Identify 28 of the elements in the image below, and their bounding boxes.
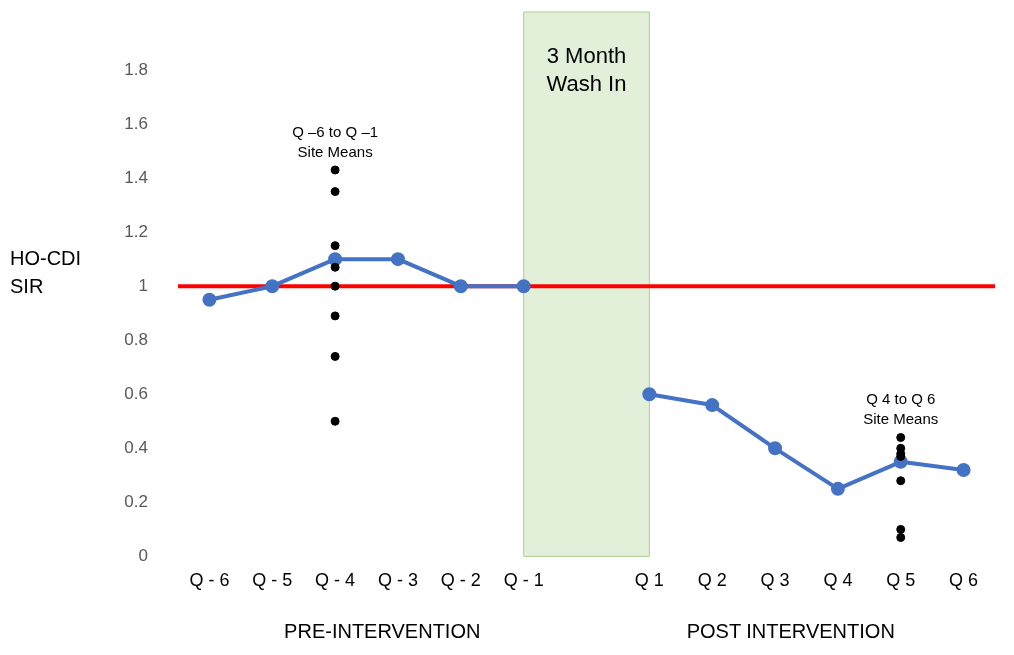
- x-tick-label: Q 1: [634, 570, 664, 591]
- x-tick-label: Q 3: [760, 570, 790, 591]
- y-tick-label: 1.8: [124, 59, 148, 79]
- text: POST INTERVENTION: [686, 619, 895, 642]
- y-axis-title: HO-CDI SIR: [10, 246, 82, 297]
- y-tick-label: 1.6: [124, 113, 148, 133]
- y-tick-label: 0: [138, 546, 148, 566]
- x-tick-label: Q 6: [949, 570, 979, 591]
- annotation: Q –6 to Q –1 Site Means: [292, 122, 379, 160]
- text: PRE-INTERVENTION: [284, 619, 481, 642]
- annotation: Q 4 to Q 6 Site Means: [863, 390, 939, 428]
- x-tick-label: Q - 1: [503, 570, 544, 591]
- x-tick-label: Q 2: [697, 570, 727, 591]
- y-tick-label: 0.6: [124, 383, 148, 403]
- x-tick-label: Q - 3: [377, 570, 418, 591]
- x-tick-label: Q - 2: [440, 570, 481, 591]
- y-tick-label: 1.2: [124, 221, 148, 241]
- x-tick-label: Q 5: [886, 570, 916, 591]
- y-tick-label: 1.4: [124, 167, 148, 187]
- y-tick-label: 0.2: [124, 492, 148, 512]
- x-tick-label: Q 4: [823, 570, 853, 591]
- x-tick-label: Q - 4: [315, 570, 356, 591]
- x-tick-label: Q - 6: [189, 570, 230, 591]
- y-tick-label: 0.8: [124, 329, 148, 349]
- x-tick-label: Q - 5: [252, 570, 293, 591]
- y-tick-label: 1: [138, 275, 148, 295]
- y-tick-label: 0.4: [124, 438, 148, 457]
- band-label: 3 Month Wash In: [546, 43, 627, 97]
